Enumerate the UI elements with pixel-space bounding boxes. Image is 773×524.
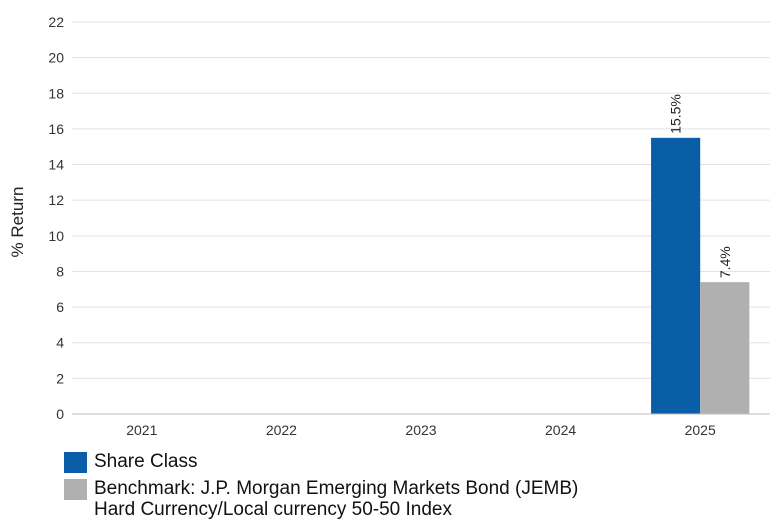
- y-tick-label: 12: [48, 192, 64, 208]
- y-axis-label: % Return: [8, 187, 27, 258]
- legend-item-share-class: Share Class: [64, 451, 764, 473]
- legend-label-benchmark-line1: Benchmark: J.P. Morgan Emerging Markets …: [94, 478, 579, 499]
- y-tick-label: 10: [48, 228, 64, 244]
- x-tick-label: 2021: [126, 422, 157, 438]
- y-axis-ticks: 0 2 4 6 8 10 12 14 16 18 20 22: [48, 14, 64, 422]
- x-axis-categories: 2021 2022 2023 2024 2025: [126, 422, 716, 438]
- y-tick-label: 18: [48, 85, 64, 101]
- x-tick-label: 2023: [405, 422, 436, 438]
- y-tick-label: 22: [48, 14, 64, 30]
- bar-share-class-2025: [651, 137, 701, 414]
- x-tick-label: 2022: [266, 422, 297, 438]
- y-tick-label: 8: [56, 263, 64, 279]
- legend-item-benchmark: Benchmark: J.P. Morgan Emerging Markets …: [64, 478, 764, 520]
- legend-swatch-share-class: [64, 452, 87, 473]
- y-tick-label: 6: [56, 299, 64, 315]
- y-tick-label: 4: [56, 335, 64, 351]
- y-tick-label: 14: [48, 157, 64, 173]
- y-tick-label: 0: [56, 406, 64, 422]
- x-tick-label: 2025: [685, 422, 716, 438]
- data-labels: 15.5% 7.4%: [668, 94, 733, 278]
- bars: [651, 137, 750, 414]
- legend: Share Class Benchmark: J.P. Morgan Emerg…: [64, 451, 764, 520]
- bar-benchmark-2025: [700, 282, 750, 414]
- y-tick-label: 2: [56, 370, 64, 386]
- legend-label-benchmark-line2: Hard Currency/Local currency 50-50 Index: [94, 499, 453, 520]
- legend-swatch-benchmark: [64, 479, 87, 500]
- x-tick-label: 2024: [545, 422, 576, 438]
- data-label: 15.5%: [668, 94, 684, 134]
- gridlines: [72, 21, 770, 379]
- y-tick-label: 20: [48, 50, 64, 66]
- y-tick-label: 16: [48, 121, 64, 137]
- legend-label-share-class: Share Class: [94, 451, 198, 472]
- data-label: 7.4%: [717, 246, 733, 278]
